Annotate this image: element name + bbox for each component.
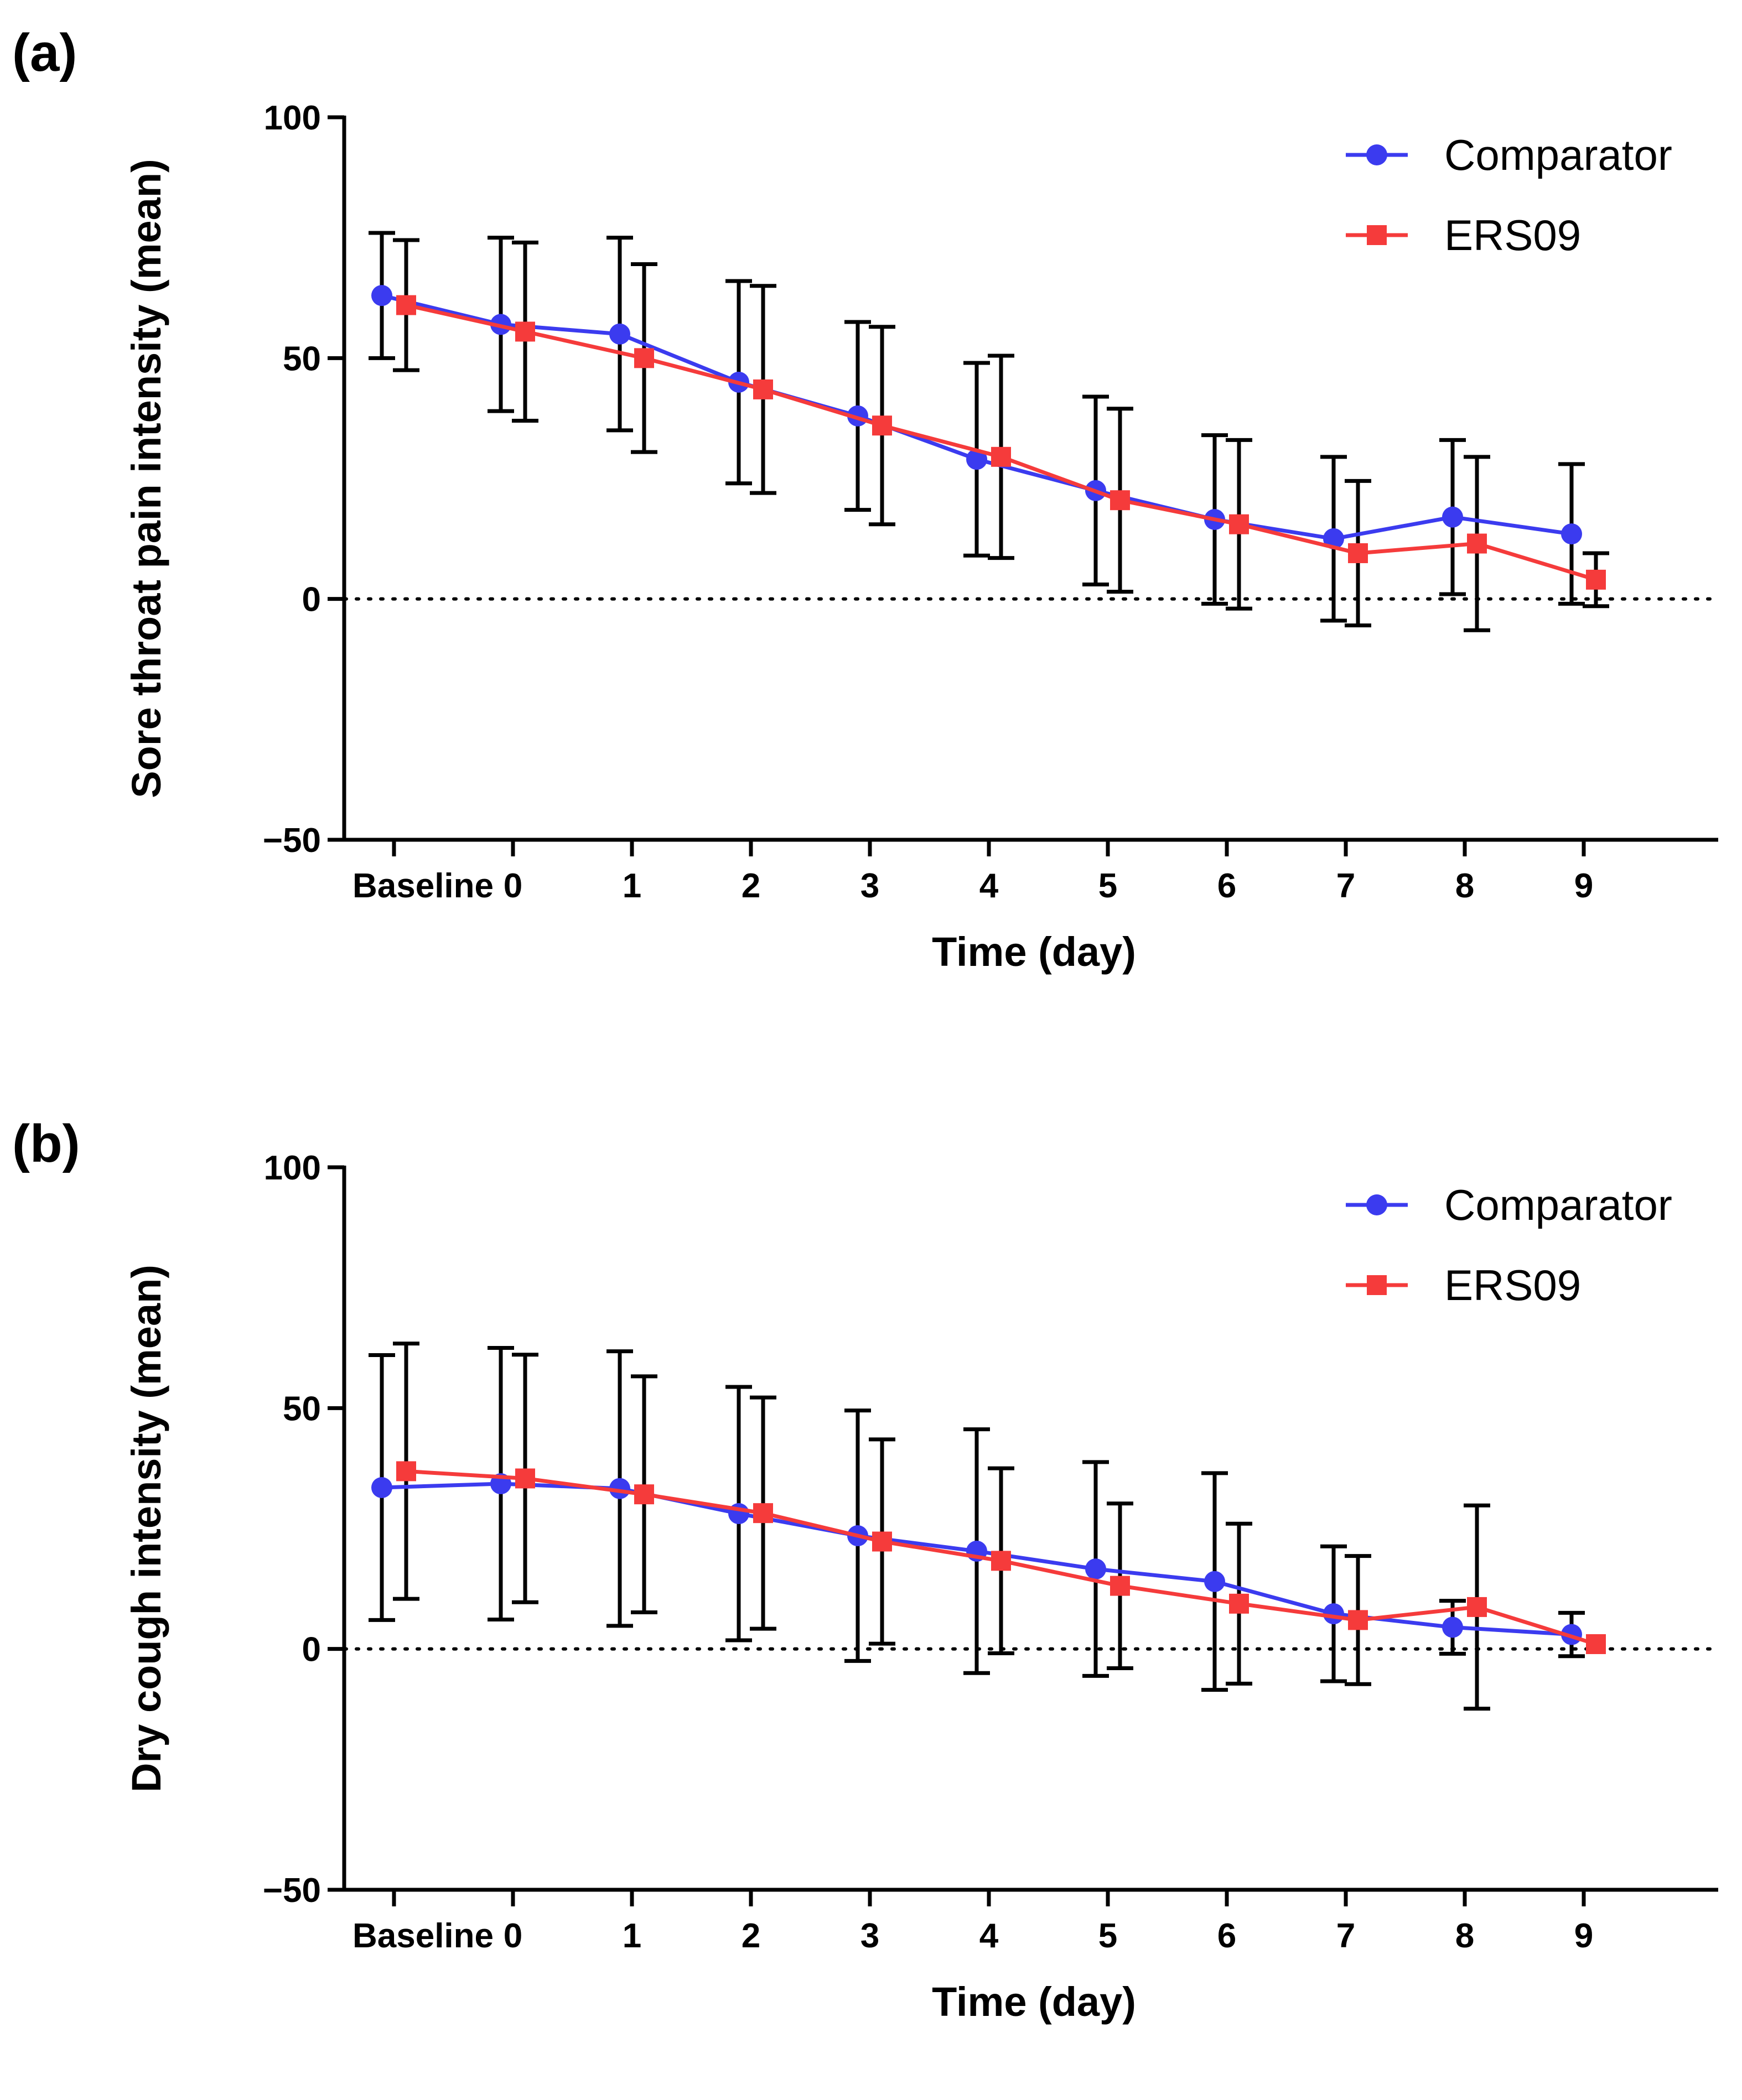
x-tick-label: 0 — [504, 867, 522, 905]
x-axis-title: Time (day) — [932, 1979, 1136, 2025]
data-point-ers09 — [1348, 543, 1368, 563]
y-tick-label: 0 — [302, 581, 321, 619]
data-point-comparator — [1323, 528, 1344, 549]
x-tick-label: 7 — [1336, 1917, 1355, 1955]
data-point-comparator — [1442, 506, 1463, 528]
x-tick-label: 4 — [979, 867, 999, 905]
x-tick-label: 6 — [1217, 867, 1236, 905]
data-point-comparator — [609, 1478, 630, 1499]
data-point-ers09 — [1110, 490, 1130, 511]
data-point-ers09 — [991, 446, 1011, 467]
data-point-comparator — [609, 323, 630, 345]
data-point-ers09 — [1229, 1593, 1249, 1614]
error-bars-comparator — [369, 1346, 1585, 1692]
panel-label: (b) — [12, 1114, 80, 1173]
y-tick-label: −50 — [263, 1872, 321, 1910]
data-point-comparator — [1442, 1616, 1463, 1638]
error-bars-ers09 — [393, 238, 1609, 632]
data-point-comparator — [1561, 523, 1582, 545]
y-tick-label: 0 — [302, 1631, 321, 1669]
x-tick-label: 0 — [504, 1917, 522, 1955]
data-point-ers09 — [396, 295, 416, 315]
legend-label-comparator: Comparator — [1444, 131, 1672, 179]
series-ers09 — [396, 295, 1606, 590]
error-bars-ers09 — [393, 1342, 1490, 1711]
legend-marker-ers09 — [1367, 225, 1387, 245]
legend: Comparator ERS09 — [1346, 1181, 1672, 1309]
error-bars-comparator — [369, 231, 1585, 623]
data-point-ers09 — [1110, 1576, 1130, 1596]
x-tick-label: 5 — [1098, 1917, 1117, 1955]
data-point-ers09 — [515, 1468, 535, 1489]
data-point-comparator — [371, 1477, 392, 1498]
panel-label: (a) — [12, 23, 77, 82]
data-point-ers09 — [753, 379, 773, 399]
series-ers09 — [396, 1461, 1606, 1654]
x-tick-label: 3 — [860, 867, 879, 905]
x-tick-label: 1 — [623, 867, 641, 905]
data-point-ers09 — [634, 348, 654, 368]
legend-label-ers09: ERS09 — [1444, 1261, 1581, 1309]
x-tick-label: 2 — [742, 1917, 760, 1955]
x-tick-label: Baseline — [352, 867, 494, 905]
x-tick-label: 2 — [742, 867, 760, 905]
y-tick-label: 50 — [283, 340, 321, 378]
data-point-comparator — [966, 449, 987, 470]
x-tick-label: Baseline — [352, 1917, 494, 1955]
data-point-ers09 — [872, 1531, 892, 1552]
x-tick-label: 6 — [1217, 1917, 1236, 1955]
x-axis-title: Time (day) — [932, 929, 1136, 975]
data-point-ers09 — [396, 1461, 416, 1482]
x-tick-label: 8 — [1455, 1917, 1474, 1955]
legend-marker-comparator — [1366, 1194, 1387, 1215]
data-point-ers09 — [991, 1551, 1011, 1571]
legend-marker-ers09 — [1367, 1275, 1387, 1295]
x-tick-label: 3 — [860, 1917, 879, 1955]
data-point-ers09 — [1229, 514, 1249, 534]
y-axis-title: Sore throat pain intensity (mean) — [123, 159, 169, 798]
data-point-comparator — [1204, 1571, 1225, 1592]
legend-marker-comparator — [1366, 144, 1387, 165]
chart-b-svg: 100 50 0 −50 Baseline 0 1 2 3 4 5 6 7 8 9 Time (day) Dry… — [123, 1149, 1720, 2025]
data-point-ers09 — [1348, 1610, 1368, 1630]
y-tick-label: 100 — [264, 99, 321, 137]
data-point-ers09 — [1586, 1634, 1606, 1654]
chart-a-svg: 100 50 0 −50 Baseline 0 1 2 3 4 5 6 7 8 9 Time (day) Sor… — [123, 99, 1720, 975]
x-tick-label: 9 — [1574, 867, 1593, 905]
x-tick-label: 4 — [979, 1917, 999, 1955]
legend-label-comparator: Comparator — [1444, 1181, 1672, 1229]
x-tick-label: 9 — [1574, 1917, 1593, 1955]
data-point-ers09 — [515, 321, 535, 342]
data-point-ers09 — [1586, 569, 1606, 590]
data-point-ers09 — [753, 1503, 773, 1524]
panel-a: (a) 100 50 0 −50 Baseline 0 1 2 3 4 5 6 7 8 9 Time (day… — [12, 23, 1720, 975]
data-point-ers09 — [872, 415, 892, 436]
y-tick-label: 100 — [264, 1149, 321, 1187]
legend-label-ers09: ERS09 — [1444, 211, 1581, 259]
x-tick-label: 7 — [1336, 867, 1355, 905]
x-tick-label: 1 — [623, 1917, 641, 1955]
y-tick-label: 50 — [283, 1390, 321, 1428]
y-tick-label: −50 — [263, 822, 321, 860]
data-point-comparator — [1085, 1558, 1106, 1580]
y-axis-title: Dry cough intensity (mean) — [123, 1265, 169, 1792]
data-point-ers09 — [1467, 533, 1487, 554]
x-tick-label: 8 — [1455, 867, 1474, 905]
panel-b: (b) 100 50 0 −50 Baseline 0 1 2 3 4 5 6 7 8 9 Time (day… — [0, 1050, 1742, 2100]
data-point-ers09 — [1467, 1597, 1487, 1617]
x-tick-label: 5 — [1098, 867, 1117, 905]
legend: Comparator ERS09 — [1346, 131, 1672, 259]
series-comparator — [371, 285, 1582, 549]
data-point-comparator — [371, 285, 392, 306]
data-point-ers09 — [634, 1484, 654, 1505]
